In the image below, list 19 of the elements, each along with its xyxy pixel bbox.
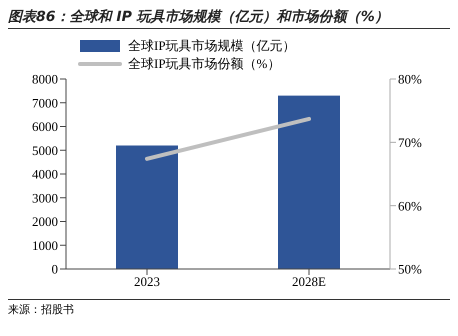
y-tick-label: 8000 bbox=[32, 72, 58, 87]
legend-label: 全球IP玩具市场份额（%） bbox=[128, 55, 280, 73]
y-tick-label: 7000 bbox=[32, 95, 58, 110]
y-tick-label: 4000 bbox=[32, 166, 58, 182]
y2-tick-label: 70% bbox=[398, 134, 422, 150]
y-tick-label: 3000 bbox=[32, 190, 58, 206]
chart-title: 图表86：全球和 IP 玩具市场规模（亿元）和市场份额（%） bbox=[8, 8, 450, 29]
y-tick-label: 1000 bbox=[32, 238, 58, 253]
source-note: 来源：招股书 bbox=[8, 302, 450, 317]
x-tick-label: 2028E bbox=[292, 274, 326, 290]
y2-tick-label: 80% bbox=[398, 72, 422, 87]
x-tick-label: 2023 bbox=[134, 274, 160, 290]
y2-tick-label: 50% bbox=[398, 262, 422, 277]
legend-label: 全球IP玩具市场规模（亿元） bbox=[128, 37, 296, 55]
y-tick-label: 0 bbox=[52, 262, 58, 277]
y2-tick-label: 60% bbox=[398, 198, 422, 214]
y-tick-label: 5000 bbox=[32, 142, 58, 158]
y-tick-label: 6000 bbox=[32, 119, 58, 134]
y-tick-label: 2000 bbox=[32, 214, 58, 230]
